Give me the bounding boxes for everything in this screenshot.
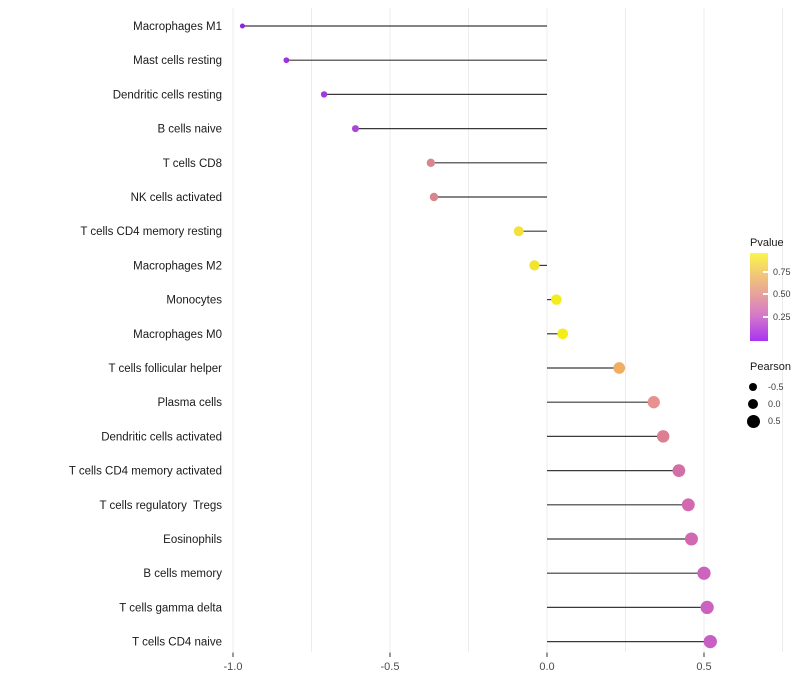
pearson-size-dot	[746, 414, 760, 428]
x-tick-label: 0.5	[696, 661, 711, 673]
pvalue-gradient-tick	[763, 316, 768, 318]
lollipop-dot	[647, 396, 660, 409]
pearson-size-label: 0.0	[768, 399, 781, 409]
category-label: Monocytes	[166, 295, 222, 307]
pearson-size-dot	[749, 383, 757, 391]
lollipop-dot	[426, 158, 435, 167]
category-label: Plasma cells	[157, 397, 222, 409]
lollipop-dot	[239, 23, 245, 29]
lollipop-dot	[672, 464, 686, 477]
pvalue-gradient-tick	[763, 293, 768, 295]
category-label: Macrophages M0	[133, 329, 222, 341]
lollipop-dot	[529, 260, 540, 271]
category-label: Dendritic cells activated	[101, 431, 222, 443]
x-tick-label: -1.0	[224, 661, 243, 673]
pearson-legend-title: Pearson	[750, 361, 791, 373]
lollipop-dot	[283, 57, 290, 64]
x-tick-label: -0.5	[381, 661, 400, 673]
x-tick-label: 0.0	[539, 661, 554, 673]
pearson-size-label: 0.5	[768, 416, 781, 426]
category-label: Mast cells resting	[133, 55, 222, 67]
category-label: Macrophages M2	[133, 260, 222, 272]
category-label: T cells regulatory Tregs	[99, 500, 222, 512]
pvalue-legend-tick-label: 0.25	[773, 312, 791, 322]
category-label: NK cells activated	[131, 192, 222, 204]
lollipop-dot	[551, 294, 562, 305]
pearson-size-label: -0.5	[768, 382, 784, 392]
category-label: T cells gamma delta	[119, 602, 222, 614]
category-label: T cells CD4 naive	[132, 637, 222, 649]
lollipop-dot	[697, 566, 711, 580]
lollipop-dot	[429, 192, 439, 202]
lollipop-dot	[700, 600, 714, 615]
category-label: Dendritic cells resting	[113, 89, 222, 101]
lollipop-dot	[557, 328, 569, 340]
pvalue-gradient-tick	[763, 271, 768, 273]
category-label: T cells CD4 memory resting	[80, 226, 222, 238]
pvalue-gradient-bar	[750, 253, 768, 341]
category-label: T cells CD8	[163, 158, 222, 170]
lollipop-dot	[351, 125, 359, 133]
lollipop-dot	[703, 634, 717, 649]
lollipop-dot	[613, 362, 626, 374]
lollipop-dot	[513, 226, 524, 237]
pearson-size-dot	[748, 399, 758, 409]
category-label: T cells follicular helper	[108, 363, 222, 375]
category-label: Eosinophils	[163, 534, 222, 546]
lollipop-dot	[656, 430, 670, 443]
pvalue-legend-tick-label: 0.75	[773, 267, 791, 277]
lollipop-dot	[681, 498, 695, 512]
category-label: B cells memory	[143, 568, 222, 580]
pvalue-legend-title: Pvalue	[750, 237, 784, 249]
pvalue-legend-tick-label: 0.50	[773, 289, 791, 299]
category-label: Macrophages M1	[133, 21, 222, 33]
category-label: T cells CD4 memory activated	[69, 466, 222, 478]
lollipop-dot	[320, 91, 328, 98]
lollipop-dot	[684, 532, 698, 546]
category-label: B cells naive	[157, 124, 222, 136]
